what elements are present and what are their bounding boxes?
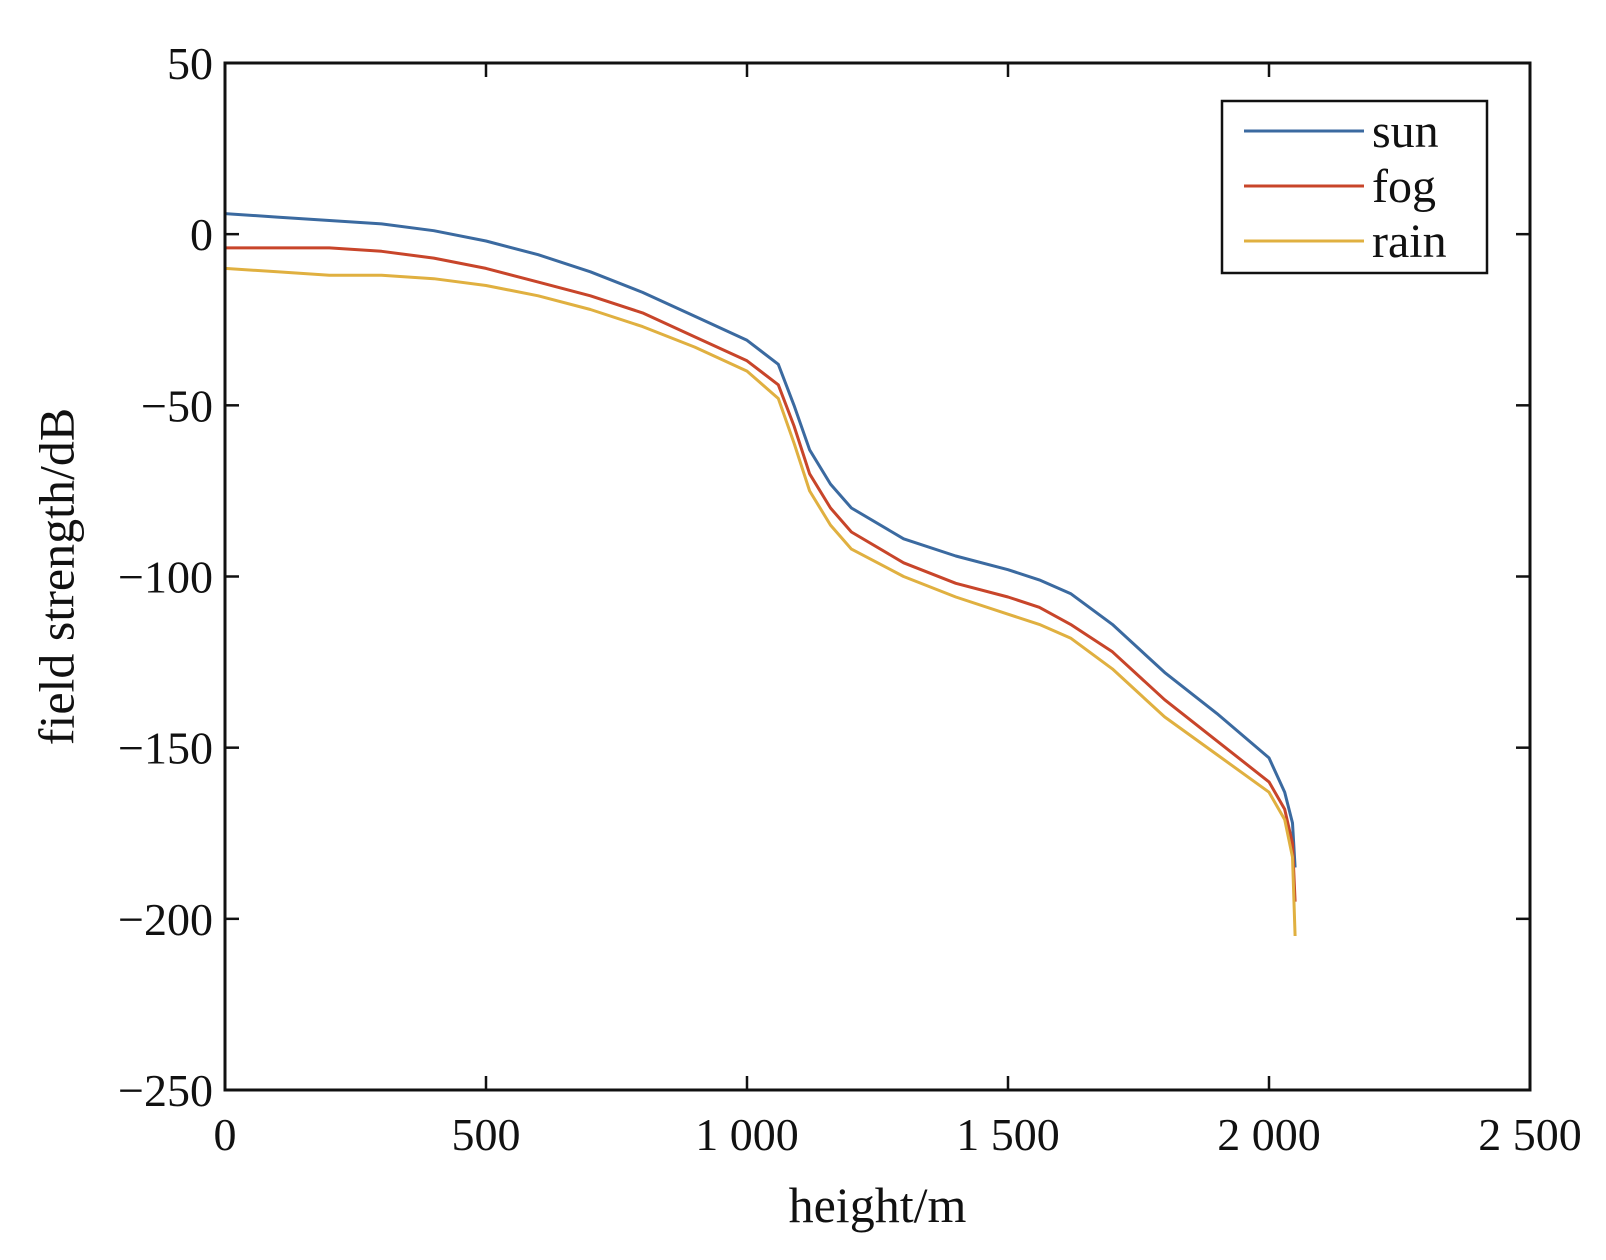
y-tick-label: −150 — [118, 723, 213, 774]
ticks-layer: 0 500 1 000 1 500 2 000 2 500500−50−100−150−2… — [118, 38, 1582, 1160]
x-tick-label: 1 000 — [695, 1109, 799, 1160]
x-axis-title: height/m — [789, 1177, 967, 1233]
x-tick-label: 2 500 — [1478, 1109, 1582, 1160]
series-line-rain — [224, 266, 1297, 937]
series-line-fog — [225, 246, 1297, 902]
legend-label-fog: fog — [1372, 160, 1436, 213]
y-tick-label: 50 — [167, 38, 213, 89]
legend-label-sun: sun — [1372, 105, 1439, 158]
y-axis-title: field strength/dB — [28, 408, 84, 745]
legend-label-rain: rain — [1372, 215, 1447, 268]
x-tick-label: 2 000 — [1217, 1109, 1321, 1160]
y-tick-label: 0 — [190, 209, 213, 260]
y-tick-label: −50 — [141, 380, 213, 431]
series-layer — [224, 212, 1297, 937]
y-tick-label: −250 — [118, 1065, 213, 1116]
series-line-sun — [224, 212, 1297, 868]
y-tick-label: −200 — [118, 894, 213, 945]
y-tick-label: −100 — [118, 552, 213, 603]
x-tick-label: 1 500 — [956, 1109, 1060, 1160]
x-tick-label: 500 — [452, 1109, 521, 1160]
x-tick-label: 0 — [214, 1109, 237, 1160]
